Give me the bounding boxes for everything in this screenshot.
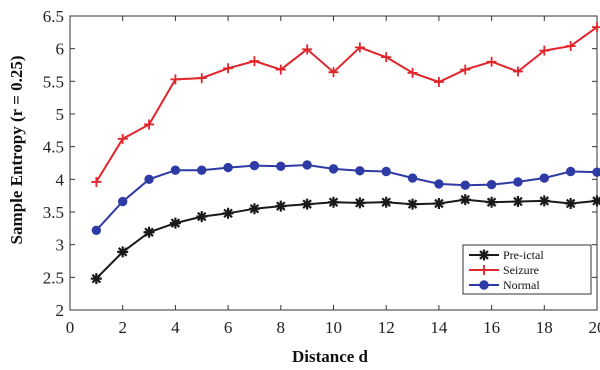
data-point-normal: [118, 196, 128, 207]
x-tick-label: 10: [325, 318, 342, 337]
data-point-seizure: [91, 176, 102, 187]
legend-label-seizure: Seizure: [503, 263, 539, 277]
x-tick-label: 16: [483, 318, 500, 337]
y-tick-label: 5.5: [43, 72, 64, 91]
legend-label-pre-ictal: Pre-ictal: [503, 248, 544, 262]
x-tick-label: 2: [118, 318, 127, 337]
x-tick-label: 20: [589, 318, 600, 337]
legend-marker-normal: [479, 280, 489, 290]
y-tick-label: 6: [56, 40, 65, 59]
data-point-pre-ictal: [486, 196, 498, 208]
data-point-normal: [513, 177, 523, 187]
data-point-pre-ictal: [459, 194, 471, 206]
data-point-seizure: [381, 52, 392, 63]
data-point-pre-ictal: [538, 195, 550, 207]
data-point-seizure: [249, 56, 260, 67]
x-tick-label: 8: [277, 318, 286, 337]
data-point-pre-ictal: [143, 226, 155, 238]
data-point-normal: [460, 180, 470, 190]
series-pre-ictal: [90, 194, 600, 285]
data-point-seizure: [275, 64, 286, 75]
data-point-normal: [170, 165, 181, 175]
data-point-seizure: [354, 42, 365, 53]
data-point-normal: [486, 179, 497, 190]
y-tick-label: 4.5: [43, 138, 64, 157]
x-tick-label: 12: [378, 318, 395, 337]
x-axis-title: Distance d: [292, 347, 369, 366]
data-point-seizure: [486, 56, 497, 67]
data-point-pre-ictal: [433, 198, 445, 210]
legend-marker-pre-ictal: [478, 249, 490, 261]
data-point-pre-ictal: [565, 198, 577, 210]
data-point-pre-ictal: [169, 217, 181, 229]
data-point-pre-ictal: [222, 207, 234, 219]
data-point-normal: [381, 166, 391, 177]
data-point-pre-ictal: [380, 196, 392, 208]
x-tick-label: 14: [430, 318, 448, 337]
data-point-pre-ictal: [90, 273, 102, 285]
data-point-seizure: [433, 76, 444, 87]
y-tick-label: 2.5: [43, 268, 64, 287]
data-point-pre-ictal: [275, 200, 287, 212]
data-point-normal: [302, 160, 312, 170]
data-point-normal: [355, 166, 365, 176]
data-point-normal: [276, 161, 286, 171]
x-tick-label: 4: [171, 318, 180, 337]
data-point-pre-ictal: [407, 198, 419, 210]
data-point-normal: [592, 167, 600, 177]
x-tick-label: 18: [536, 318, 553, 337]
data-point-pre-ictal: [117, 246, 129, 258]
legend-marker-seizure: [479, 265, 489, 275]
data-point-pre-ictal: [328, 196, 339, 208]
data-point-normal: [565, 166, 576, 177]
data-point-pre-ictal: [354, 197, 366, 209]
data-point-seizure: [407, 67, 418, 78]
legend-label-normal: Normal: [503, 278, 540, 292]
y-tick-label: 3.5: [43, 203, 64, 222]
data-point-pre-ictal: [301, 198, 313, 210]
data-point-normal: [434, 179, 444, 189]
y-tick-label: 3: [56, 236, 65, 255]
y-tick-label: 6.5: [43, 7, 64, 26]
data-point-normal: [539, 173, 549, 183]
x-tick-label: 0: [66, 318, 75, 337]
y-axis-title: Sample Entropy (r = 0.25): [7, 56, 26, 245]
axis-ticks: 0246810121416182022.533.544.555.566.5: [43, 7, 600, 337]
y-tick-label: 5: [56, 105, 65, 124]
data-point-pre-ictal: [591, 195, 600, 207]
data-point-seizure: [144, 119, 155, 130]
data-point-seizure: [328, 67, 339, 78]
data-point-seizure: [196, 73, 207, 84]
series-layer: [90, 22, 600, 285]
x-tick-label: 6: [224, 318, 233, 337]
data-point-normal: [328, 164, 339, 174]
data-point-pre-ictal: [248, 203, 260, 215]
data-point-seizure: [302, 44, 313, 55]
series-line-seizure: [95, 26, 598, 183]
data-point-seizure: [460, 64, 471, 75]
data-point-seizure: [117, 133, 128, 144]
data-point-normal: [407, 173, 418, 183]
y-tick-label: 2: [56, 301, 65, 320]
data-point-seizure: [170, 74, 181, 85]
data-point-seizure: [592, 22, 600, 33]
series-normal: [91, 160, 600, 235]
data-point-seizure: [539, 45, 550, 56]
y-tick-label: 4: [56, 170, 65, 189]
data-point-normal: [197, 165, 207, 175]
data-point-pre-ictal: [512, 196, 524, 208]
data-point-normal: [91, 225, 102, 235]
data-point-normal: [144, 174, 154, 185]
data-point-seizure: [565, 41, 576, 52]
data-point-seizure: [223, 63, 234, 74]
data-point-normal: [223, 162, 233, 173]
data-point-pre-ictal: [196, 211, 208, 223]
series-seizure: [91, 22, 600, 187]
data-point-normal: [249, 160, 260, 171]
data-point-seizure: [512, 66, 523, 77]
